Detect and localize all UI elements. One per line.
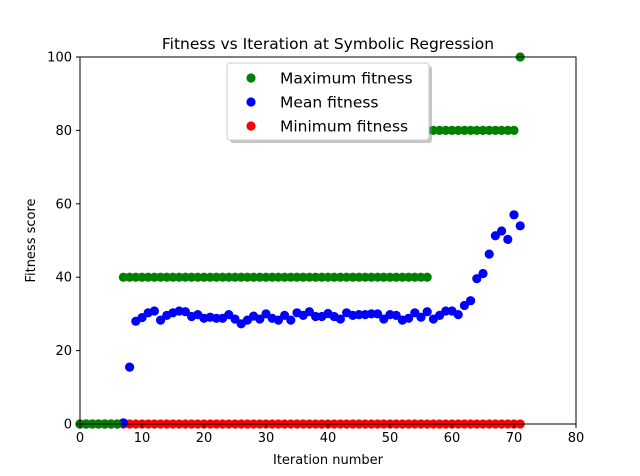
x-tick-label: 60 — [444, 431, 461, 446]
legend-marker-minimum-fitness — [246, 121, 256, 131]
y-tick-label: 80 — [55, 124, 72, 139]
legend-marker-mean-fitness — [246, 97, 256, 107]
maximum-fitness-point — [422, 272, 432, 282]
mean-fitness-point — [466, 296, 476, 306]
mean-fitness-point — [416, 312, 426, 322]
mean-fitness-point — [286, 315, 296, 325]
chart-title: Fitness vs Iteration at Symbolic Regress… — [162, 35, 494, 53]
legend-label-maximum-fitness: Maximum fitness — [280, 70, 413, 88]
mean-fitness-point — [478, 268, 488, 279]
mean-fitness-point — [497, 226, 507, 236]
y-tick-label: 0 — [64, 418, 72, 433]
y-tick-label: 20 — [55, 344, 72, 359]
mean-fitness-point — [137, 312, 147, 323]
legend-label-mean-fitness: Mean fitness — [280, 94, 379, 112]
x-tick-label: 40 — [320, 431, 337, 446]
x-tick-label: 10 — [134, 431, 151, 446]
mean-fitness-point — [484, 249, 494, 259]
mean-fitness-point — [335, 314, 345, 324]
mean-fitness-point — [453, 310, 463, 320]
x-tick-label: 30 — [258, 431, 275, 446]
x-tick-label: 50 — [382, 431, 399, 446]
y-tick-label: 40 — [55, 271, 72, 286]
mean-fitness-point — [156, 315, 166, 325]
legend-label-minimum-fitness: Minimum fitness — [280, 118, 408, 136]
mean-fitness-point — [373, 309, 383, 319]
legend-box — [226, 62, 430, 141]
mean-fitness-point — [422, 307, 432, 317]
mean-fitness-point — [472, 274, 482, 284]
mean-fitness-point — [230, 314, 240, 324]
x-tick-label: 0 — [76, 431, 84, 446]
y-tick-label: 60 — [55, 197, 72, 212]
mean-fitness-point — [490, 231, 500, 241]
mean-fitness-point — [503, 234, 513, 244]
mean-fitness-point — [255, 314, 265, 324]
x-axis-title: Iteration number — [273, 453, 384, 468]
mean-fitness-point — [180, 307, 190, 317]
mean-fitness-point — [515, 221, 525, 231]
maximum-fitness-point — [509, 125, 519, 135]
legend: Maximum fitness Mean fitness Minimum fitne… — [226, 62, 432, 143]
mean-fitness-point — [304, 307, 314, 317]
mean-fitness-point — [280, 310, 290, 320]
x-tick-label: 80 — [568, 431, 585, 446]
axis-ticks: 0 10 20 30 40 50 60 70 80 0 20 40 60 80 100 — [47, 51, 584, 447]
mean-fitness-point — [125, 362, 135, 372]
mean-fitness-point — [273, 315, 283, 325]
x-tick-label: 20 — [196, 431, 213, 446]
mean-fitness-point — [459, 300, 469, 311]
mean-fitness-point — [404, 313, 414, 323]
y-tick-label: 100 — [47, 51, 72, 66]
x-tick-label: 70 — [506, 431, 523, 446]
mean-fitness-point — [391, 310, 401, 320]
legend-marker-maximum-fitness — [246, 73, 256, 83]
mean-fitness-point — [149, 306, 159, 316]
y-axis-title: Fitness score — [24, 198, 39, 282]
mean-fitness-point — [509, 210, 519, 220]
